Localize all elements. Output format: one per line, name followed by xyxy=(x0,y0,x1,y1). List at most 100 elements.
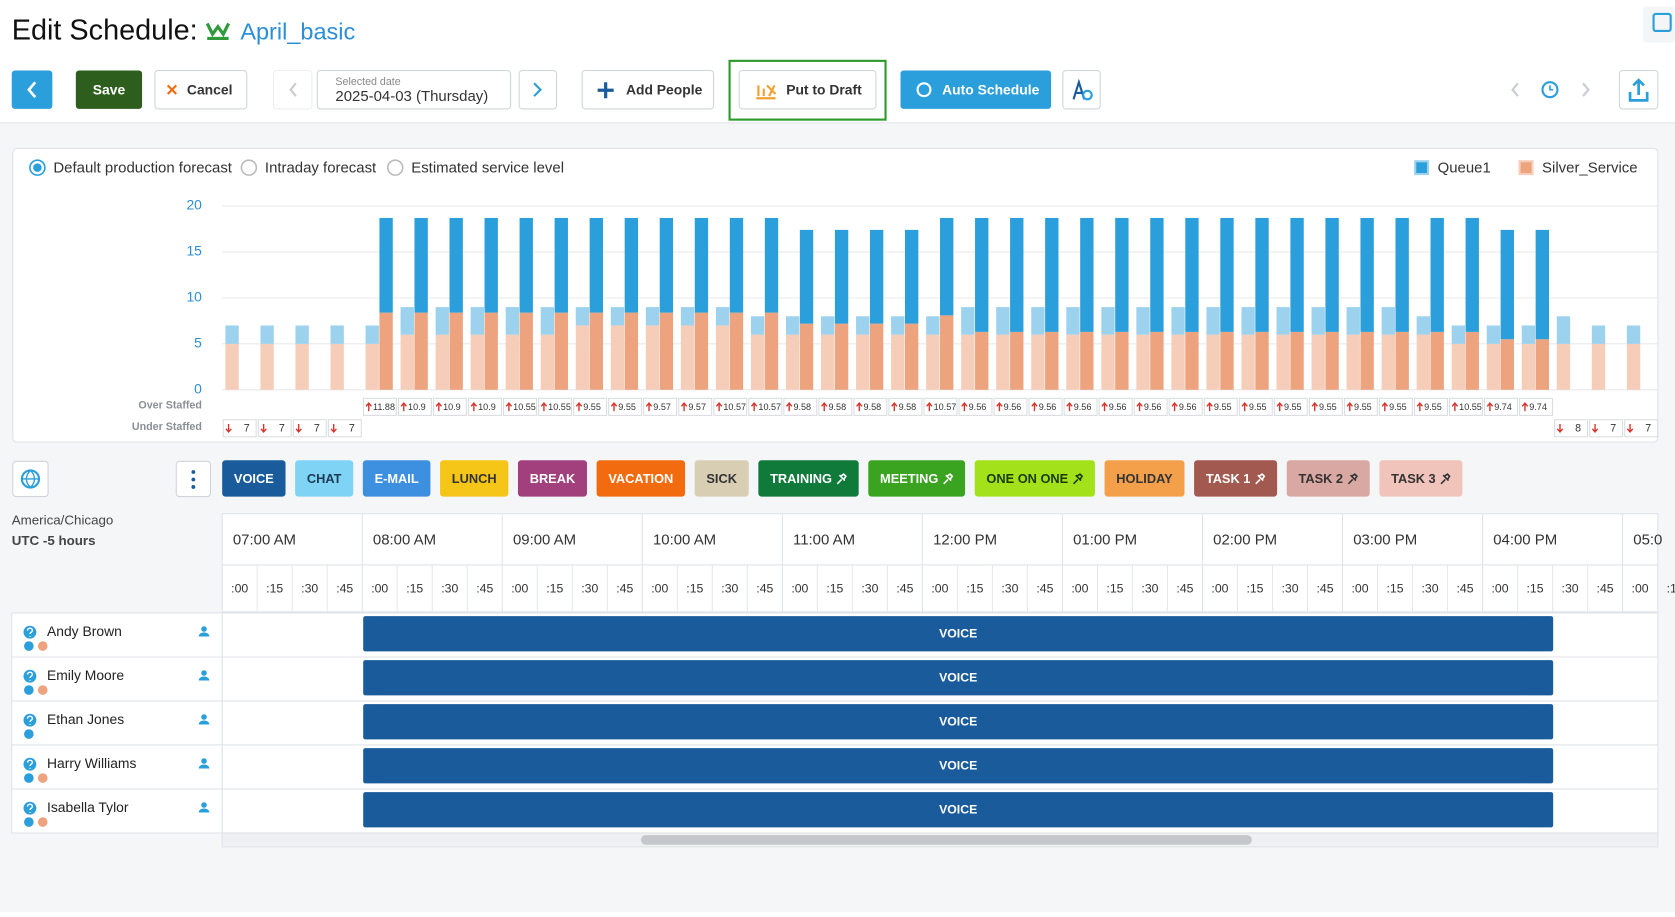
forecast-bar xyxy=(1416,316,1430,335)
person-name[interactable]: Harry Williams xyxy=(47,755,136,771)
person-name[interactable]: Andy Brown xyxy=(47,623,122,639)
redo-icon[interactable] xyxy=(1582,82,1590,97)
forecast-bar xyxy=(400,307,414,335)
staff-cell xyxy=(1449,397,1483,416)
person-name[interactable]: Ethan Jones xyxy=(47,711,124,727)
activity-chip[interactable]: BREAK xyxy=(517,460,587,497)
scheduled-bar xyxy=(1255,331,1269,390)
activity-chip[interactable]: TASK 3 xyxy=(1379,460,1463,497)
minute-label: :45 xyxy=(1176,582,1193,596)
scheduled-bar xyxy=(1080,217,1094,332)
scheduled-bar xyxy=(1535,229,1549,340)
history-hand xyxy=(1549,85,1554,91)
activity-chip[interactable]: LUNCH xyxy=(440,460,509,497)
skill-dot xyxy=(24,685,34,695)
forecast-bar xyxy=(1381,334,1395,390)
prev-date-button[interactable] xyxy=(272,69,313,110)
scrollbar-thumb[interactable] xyxy=(640,835,1252,845)
chip-bg xyxy=(1104,460,1185,497)
activity-block[interactable] xyxy=(363,748,1554,784)
radio[interactable] xyxy=(240,159,258,176)
staff-cell xyxy=(1378,397,1413,416)
date-picker[interactable] xyxy=(316,69,512,110)
activity-label: VOICE xyxy=(939,759,977,773)
scheduled-bar xyxy=(1010,331,1024,390)
status-mark xyxy=(26,671,34,681)
person-name[interactable]: Emily Moore xyxy=(47,667,124,683)
chip-label: LUNCH xyxy=(452,471,497,486)
forecast-bar xyxy=(1311,307,1325,335)
hour-label: 12:00 PM xyxy=(933,531,997,548)
forecast-bar xyxy=(785,316,800,335)
chip-label: VACATION xyxy=(608,471,673,486)
up-arrow xyxy=(961,402,968,412)
chip-bg xyxy=(295,460,354,497)
activity-block[interactable] xyxy=(363,792,1554,828)
staff-value: 9.74 xyxy=(1494,402,1512,412)
up-arrow xyxy=(1451,402,1459,412)
back-button[interactable] xyxy=(11,70,53,109)
activity-block[interactable] xyxy=(363,660,1554,696)
over-staffed-label: Over Staffed xyxy=(138,400,201,412)
staff-value: 9.56 xyxy=(1004,402,1022,412)
activity-block[interactable] xyxy=(363,616,1554,652)
staff-value: 7 xyxy=(349,423,355,435)
minute-label: :30 xyxy=(1281,582,1298,596)
activity-chip[interactable]: E-MAIL xyxy=(362,460,431,497)
activity-block[interactable] xyxy=(363,704,1554,740)
activity-chip[interactable]: VOICE xyxy=(222,460,286,497)
scheduled-bar xyxy=(484,217,498,313)
activity-chip[interactable]: MEETING xyxy=(868,460,966,497)
cancel-icon xyxy=(166,84,178,95)
save-button[interactable] xyxy=(75,70,143,109)
help-button[interactable] xyxy=(1642,6,1675,43)
activity-chip[interactable]: TASK 2 xyxy=(1286,460,1370,497)
scheduled-bar xyxy=(764,312,779,390)
forecast-bar xyxy=(645,325,660,390)
forecast-bar xyxy=(821,334,835,390)
forecast-bar xyxy=(470,334,485,390)
add-people-button[interactable] xyxy=(581,69,715,110)
hour-label: 10:00 AM xyxy=(653,531,716,548)
down-arrow xyxy=(260,423,267,434)
next-date-button[interactable] xyxy=(518,69,558,110)
cancel-button[interactable] xyxy=(154,69,248,110)
minute-label: :00 xyxy=(371,582,388,596)
y-tick-label: 5 xyxy=(194,335,202,351)
activity-chip[interactable]: TRAINING xyxy=(758,460,859,497)
staff-value: 10.55 xyxy=(513,402,536,412)
put-to-draft-button[interactable] xyxy=(738,69,877,110)
history-icon[interactable] xyxy=(1541,81,1559,99)
forecast-bar xyxy=(1626,343,1641,390)
activity-chip[interactable]: ONE ON ONE xyxy=(974,460,1095,497)
activity-chip[interactable]: TASK 1 xyxy=(1194,460,1278,497)
scheduled-bar xyxy=(1395,217,1409,332)
chip-label: CHAT xyxy=(307,471,342,486)
forecast-bar xyxy=(295,343,309,390)
auto-schedule-button[interactable] xyxy=(900,70,1052,109)
staff-value: 9.56 xyxy=(1074,402,1092,412)
person-body xyxy=(198,808,210,813)
scheduled-bar xyxy=(1185,331,1199,390)
activity-chip[interactable]: HOLIDAY xyxy=(1104,460,1185,497)
undo-icon[interactable] xyxy=(1511,82,1519,97)
radio[interactable] xyxy=(386,159,404,176)
activity-chip[interactable]: CHAT xyxy=(295,460,354,497)
hour-label: 08:00 AM xyxy=(373,531,436,548)
forecast-bar xyxy=(575,307,590,326)
scheduled-bar xyxy=(869,229,884,324)
menu-dot xyxy=(191,470,196,474)
scheduled-bar xyxy=(694,217,709,313)
activity-chip[interactable]: VACATION xyxy=(596,460,686,497)
down-arrow xyxy=(1626,423,1634,434)
person-name[interactable]: Isabella Tylor xyxy=(47,799,129,815)
staff-cell xyxy=(1238,397,1273,416)
minute-label: :45 xyxy=(896,582,913,596)
scheduled-bar xyxy=(764,217,779,313)
activity-chip[interactable]: SICK xyxy=(694,460,749,497)
up-arrow xyxy=(1381,402,1389,412)
minute-label: :00 xyxy=(1211,582,1228,596)
chip-label: TASK 1 xyxy=(1206,471,1251,486)
up-arrow xyxy=(365,402,372,412)
staff-cell xyxy=(678,397,713,416)
